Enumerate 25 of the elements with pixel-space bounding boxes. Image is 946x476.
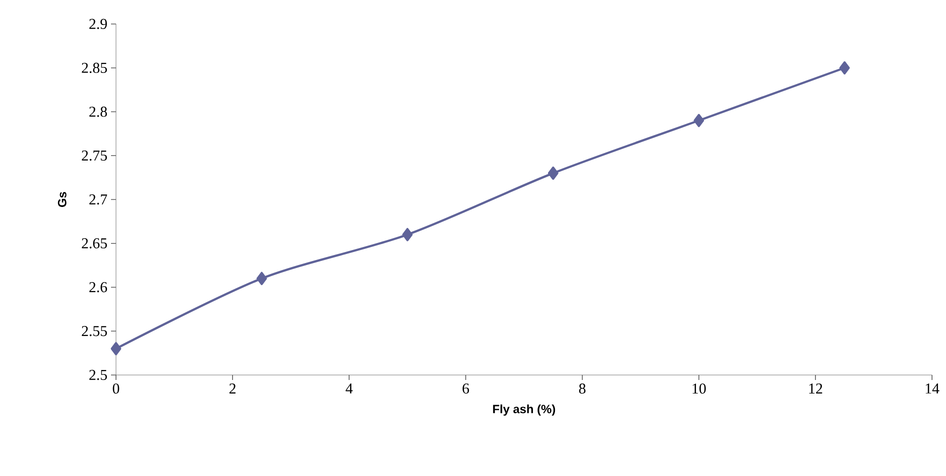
y-tick-label: 2.75 [82, 150, 107, 161]
x-tick-label: 6 [462, 384, 470, 394]
point [694, 114, 704, 128]
x-tick-label: 2 [229, 384, 236, 394]
y-tick-label: 2.8 [89, 106, 107, 117]
x-axis-title: Fly ash (%) [493, 404, 556, 416]
y-tick-label: 2.5 [89, 370, 107, 380]
x-tick-label: 14 [926, 384, 940, 394]
x-tick-label: 12 [809, 384, 822, 394]
y-axis-title: Gs [58, 192, 66, 207]
y-tick-label: 2.6 [89, 282, 108, 292]
y-tick-label: 2.9 [89, 18, 107, 30]
y-tick-label: 2.7 [89, 194, 108, 205]
point [548, 166, 558, 180]
x-tick-label: 4 [346, 384, 353, 394]
x-tick-label: 10 [692, 384, 706, 394]
y-tick-label: 2.55 [82, 326, 107, 336]
x-tick-label: 0 [112, 384, 120, 394]
point [110, 342, 122, 356]
y-tick-label: 2.65 [82, 238, 107, 248]
y-tick-label: 2.85 [82, 62, 107, 73]
x-tick-label: 8 [579, 384, 586, 394]
point [402, 228, 413, 242]
point [839, 61, 850, 74]
point [256, 272, 267, 286]
